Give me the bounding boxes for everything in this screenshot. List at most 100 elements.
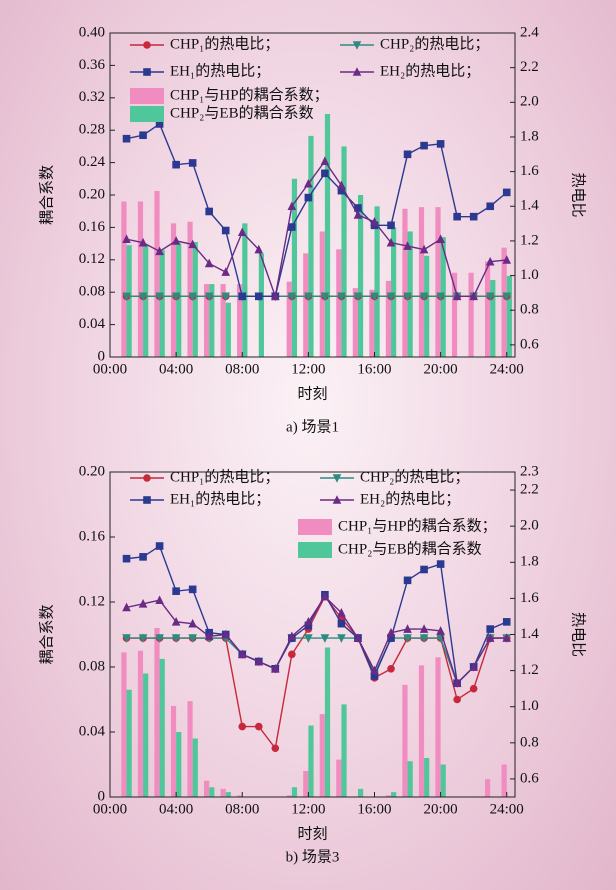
caption: b) 场景3 xyxy=(286,848,340,865)
marker xyxy=(172,160,180,169)
bar xyxy=(352,288,358,357)
marker xyxy=(138,237,148,247)
marker xyxy=(304,634,313,643)
marker xyxy=(370,665,379,675)
bar xyxy=(402,208,408,357)
marker xyxy=(304,292,313,302)
legend-label: EH₂的热电比； xyxy=(380,62,480,79)
bar xyxy=(187,701,193,797)
bar xyxy=(137,650,144,797)
marker xyxy=(188,292,197,302)
marker xyxy=(287,201,297,211)
marker xyxy=(288,650,296,659)
marker xyxy=(155,595,164,604)
marker xyxy=(254,244,264,254)
legend-label: CHP₁的热电比； xyxy=(170,35,279,52)
marker xyxy=(370,292,379,302)
bar xyxy=(176,732,182,797)
marker xyxy=(122,634,131,643)
bar xyxy=(176,243,182,357)
bar xyxy=(225,302,231,357)
marker xyxy=(155,246,164,256)
x-tick-label: 04:00 xyxy=(159,801,193,817)
bar xyxy=(341,146,347,357)
y-tick-label: 0.32 xyxy=(79,89,105,105)
legend-swatch xyxy=(130,106,164,122)
bar xyxy=(391,227,397,357)
marker xyxy=(436,292,445,302)
bar xyxy=(154,190,160,357)
y2-tick-label: 2.2 xyxy=(520,59,539,75)
marker xyxy=(139,131,147,140)
line xyxy=(126,595,507,750)
marker xyxy=(485,256,495,266)
bar xyxy=(143,673,149,797)
bar xyxy=(126,689,132,797)
bar xyxy=(220,788,226,797)
y2-tick-label: 0.6 xyxy=(520,336,539,352)
bar xyxy=(143,245,149,357)
x-tick-label: 12:00 xyxy=(291,361,325,377)
marker xyxy=(205,207,213,216)
marker xyxy=(221,267,231,276)
caption: a) 场景1 xyxy=(286,418,339,435)
y2-tick-label: 0.8 xyxy=(520,734,539,750)
marker xyxy=(502,255,512,264)
marker xyxy=(204,258,214,268)
y-tick-label: 0.04 xyxy=(79,316,106,332)
bar xyxy=(451,272,458,357)
y2-axis-label: 热电比 xyxy=(570,612,587,657)
marker xyxy=(486,625,495,633)
marker xyxy=(469,212,478,221)
marker xyxy=(452,291,462,301)
marker xyxy=(419,292,429,302)
bar xyxy=(121,201,127,357)
marker xyxy=(254,292,263,301)
y-tick-label: 0.16 xyxy=(79,219,106,235)
legend-label: CHP₂的热电比； xyxy=(360,468,469,485)
bar xyxy=(418,207,425,357)
marker xyxy=(403,241,412,250)
marker xyxy=(155,120,164,128)
marker xyxy=(304,617,313,626)
marker xyxy=(353,633,363,642)
y2-tick-label: 2.0 xyxy=(520,518,539,534)
x-tick-label: 00:00 xyxy=(93,801,127,817)
y2-tick-label: 1.6 xyxy=(520,163,539,179)
bar xyxy=(385,280,392,357)
y2-tick-label: 1.2 xyxy=(520,232,539,248)
y2-tick-label: 1.0 xyxy=(520,267,539,283)
bar xyxy=(357,788,364,797)
legend-label: EH₁的热电比； xyxy=(170,62,270,79)
marker xyxy=(304,178,313,188)
bar xyxy=(435,657,441,797)
y2-tick-label: 1.4 xyxy=(520,198,539,214)
marker xyxy=(469,291,478,301)
y-tick-label: 0.08 xyxy=(79,284,105,300)
marker xyxy=(370,672,379,680)
bar xyxy=(291,787,298,797)
marker xyxy=(155,542,164,550)
bar xyxy=(418,665,425,797)
marker xyxy=(486,202,495,211)
bar xyxy=(407,761,413,797)
marker xyxy=(453,212,461,221)
bar xyxy=(225,792,231,797)
marker xyxy=(254,656,264,666)
legend-label: EH₂的热电比； xyxy=(360,490,460,507)
marker xyxy=(143,68,151,76)
bar xyxy=(126,245,132,357)
bar xyxy=(391,792,397,797)
legend-label: EH₁的热电比； xyxy=(170,490,270,507)
bar xyxy=(286,795,292,797)
x-tick-label: 12:00 xyxy=(291,801,325,817)
marker xyxy=(254,722,263,731)
y2-tick-label: 2.4 xyxy=(520,24,539,40)
y-tick-label: 0.40 xyxy=(79,24,105,40)
marker xyxy=(188,239,197,249)
marker xyxy=(502,292,512,302)
bar xyxy=(357,195,364,357)
bar xyxy=(192,241,198,357)
line xyxy=(126,637,507,685)
y-tick-label: 0.12 xyxy=(79,251,105,267)
